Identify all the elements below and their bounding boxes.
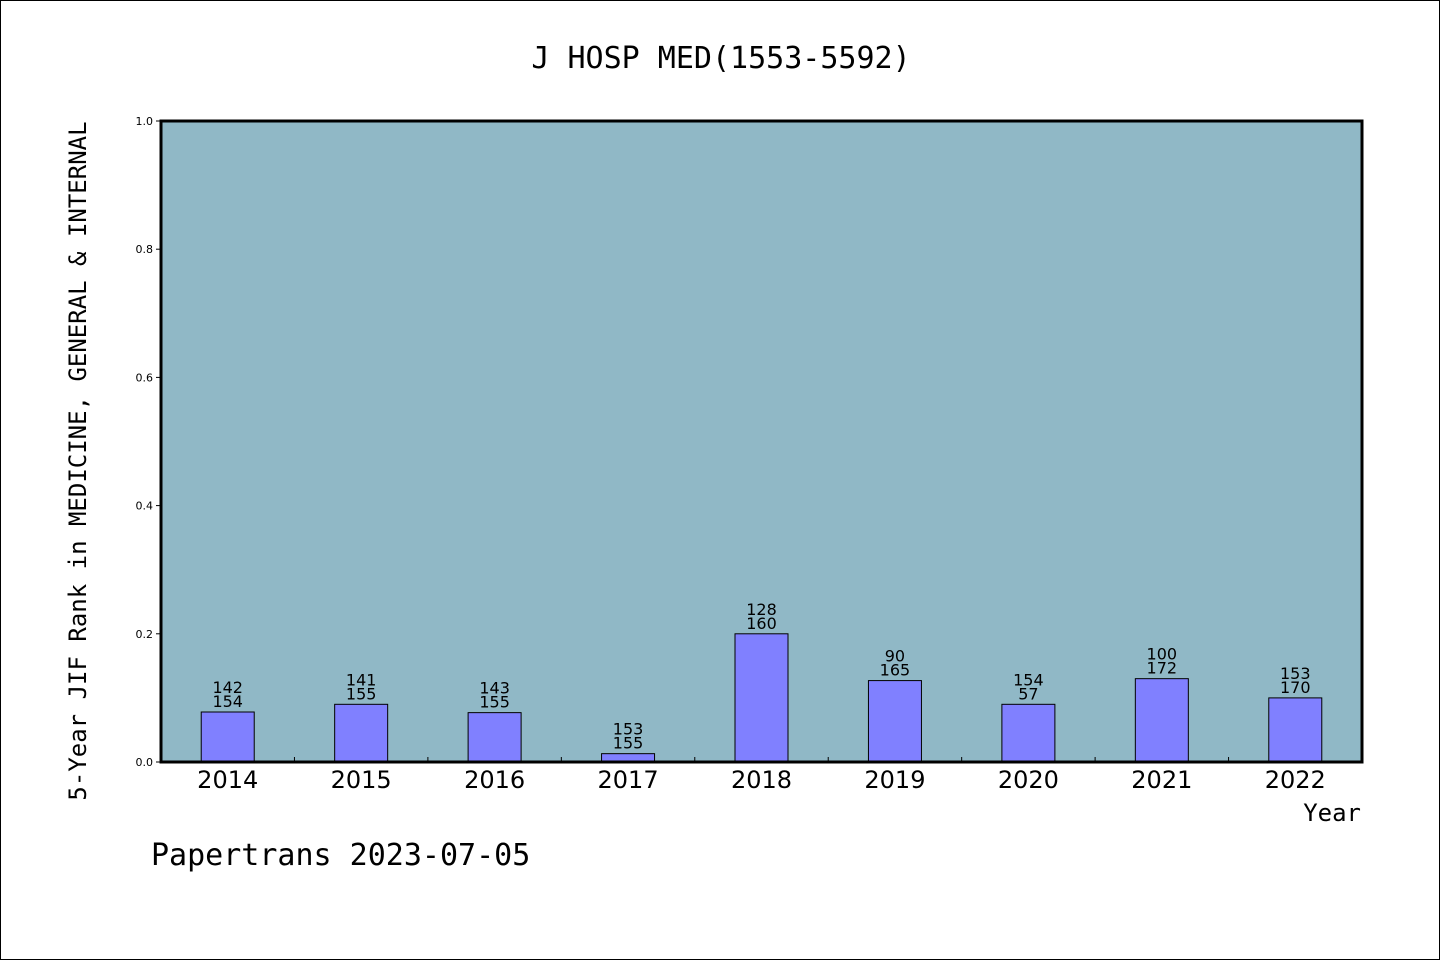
y-tick-label: 1.0 [136,115,154,128]
data-label-top: 142 [212,678,243,697]
data-label-bottom: 57 [1018,684,1038,703]
bar [734,633,789,763]
data-label-top: 143 [479,679,510,698]
y-tick-label: 0.0 [136,756,154,769]
bar [867,680,922,763]
x-tick-label: 2017 [598,766,659,794]
data-label-bottom: 155 [613,734,644,753]
bar [1134,678,1189,763]
y-tick-label: 0.2 [136,628,154,641]
data-label-bottom: 155 [479,693,510,712]
x-tick-label: 2014 [197,766,258,794]
x-tick-label: 2019 [864,766,925,794]
y-axis: 0.0 0.2 0.4 0.6 0.8 1.0 [136,115,161,769]
bar [1001,703,1056,763]
x-tick-label: 2018 [731,766,792,794]
y-tick-label: 0.6 [136,371,154,384]
x-tick-label: 2016 [464,766,525,794]
x-tick-label: 2022 [1265,766,1326,794]
x-axis: 2014 2015 2016 2017 2018 2019 2020 2021 2022 [197,757,1326,794]
bar [200,711,255,763]
x-axis-label: Year [1303,799,1361,827]
y-axis-label: 5-Year JIF Rank in MEDICINE, GENERAL & I… [64,121,92,800]
data-label-top: 154 [1013,670,1044,689]
plot-border [159,119,1364,764]
data-label-bottom: 170 [1280,678,1311,697]
bar [1268,697,1323,763]
data-label-top: 153 [613,720,644,739]
x-tick-label: 2015 [331,766,392,794]
data-label-top: 141 [346,670,377,689]
y-tick-label: 0.8 [136,243,154,256]
bar [467,712,522,763]
data-label-bottom: 165 [880,661,911,680]
bar [334,703,389,763]
y-tick-label: 0.4 [136,500,154,513]
x-tick-label: 2021 [1131,766,1192,794]
chart-title: J HOSP MED(1553-5592) [531,41,910,76]
x-tick-label: 2020 [998,766,1059,794]
data-label-top: 128 [746,600,777,619]
data-label-bottom: 155 [346,684,377,703]
data-label-bottom: 154 [212,692,243,711]
data-label-bottom: 172 [1147,659,1178,678]
footer-credit: Papertrans 2023-07-05 [151,838,530,873]
data-label-bottom: 160 [746,614,777,633]
data-label-top: 100 [1147,645,1178,664]
data-label-top: 153 [1280,664,1311,683]
data-label-top: 90 [885,647,905,666]
